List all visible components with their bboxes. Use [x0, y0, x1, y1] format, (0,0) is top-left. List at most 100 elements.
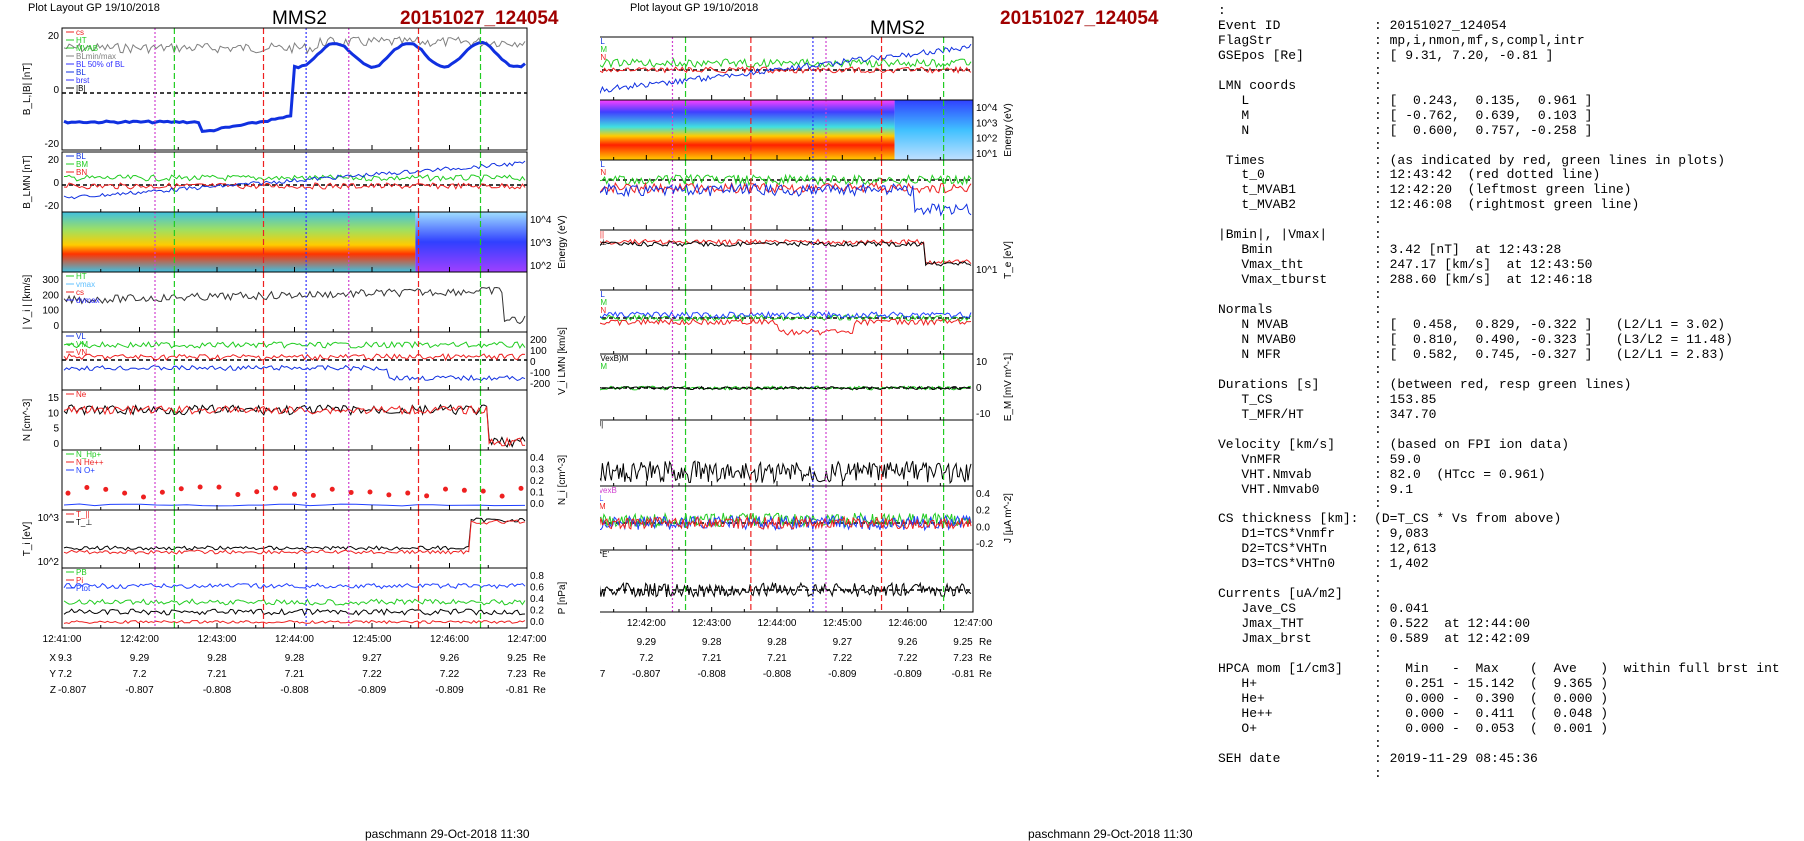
legend-entry: BM	[76, 160, 88, 169]
panel-M-8: 0.80.60.40.20.0-0.2-0.4J*E' [nW m^-3]J*E…	[600, 549, 974, 613]
legend-entry: HT	[76, 36, 87, 45]
series-line	[600, 43, 972, 95]
data-point	[367, 489, 373, 495]
panel-frame	[61, 567, 528, 629]
legend-entry: VM	[76, 340, 88, 349]
info-line: LMN coords :	[1218, 77, 1382, 93]
legend-entry: vmax	[76, 280, 95, 289]
coord-value: -0.807	[58, 685, 87, 696]
time-tick-label: 12:47:00	[508, 634, 547, 645]
y-tick-label: 200	[42, 290, 59, 301]
legend-entry: JL	[600, 494, 604, 503]
info-line: t_MVAB1 : 12:42:20 (leftmost green line)	[1218, 182, 1632, 198]
panel-M-4: 50-5-10-15E_LMN [mV m^-1]ELEMEN	[600, 289, 974, 355]
coord-value: 7.23	[507, 669, 527, 680]
series-line	[600, 515, 972, 530]
info-line: Event ID : 20151027_124054	[1218, 17, 1507, 33]
legend-entry: |J|	[600, 420, 603, 429]
y-tick-label: 0.4	[530, 453, 544, 464]
series-line	[600, 385, 972, 391]
info-line: CS thickness [km]: (D=T_CS * Vs from abo…	[1218, 511, 1562, 527]
info-line: :	[1218, 287, 1382, 303]
coord-value: -0.808	[763, 669, 792, 680]
info-line: D2=TCS*VHTn : 12,613	[1218, 541, 1437, 557]
coord-value: 9.28	[285, 653, 305, 664]
y-tick-label: 20	[48, 31, 60, 42]
series-line	[600, 173, 972, 187]
y-tick-label: 0	[53, 321, 59, 332]
info-line: :	[1218, 735, 1382, 751]
legend-entry: VN	[600, 168, 606, 177]
info-line: Jmax_THT : 0.522 at 12:44:00	[1218, 616, 1531, 632]
coord-unit: Re	[979, 637, 992, 648]
data-point	[273, 485, 279, 491]
series-line	[63, 340, 526, 349]
legend-entry: T_||	[76, 510, 90, 519]
info-line: Vmax_tht : 247.17 [km/s] at 12:43:50	[1218, 257, 1593, 273]
data-point	[197, 484, 203, 490]
series-line	[63, 40, 526, 134]
info-line: t_0 : 12:43:42 (red dotted line)	[1218, 167, 1601, 183]
panel-L-7: 10^3 10^2 T_i [eV] T_||T_⊥	[22, 509, 528, 569]
data-point	[461, 487, 467, 493]
legend-entry: BL	[76, 68, 86, 77]
series-line	[63, 286, 526, 325]
time-tick-label: 12:41:00	[43, 634, 82, 645]
coord-value: 9.26	[440, 653, 460, 664]
spectrogram-tail	[415, 212, 527, 272]
legend-entry: HT	[76, 272, 87, 281]
legend-entry: Pi	[76, 576, 83, 585]
series-line	[64, 174, 526, 183]
legend-entry: BL	[76, 152, 86, 161]
mid-event-id: 20151027_124054	[1000, 8, 1159, 29]
panel-M-7: 0.4 0.2 0.0 -0.2 J [μA m^-2] JvexBJLJM	[600, 485, 1014, 551]
info-line: GSEpos [Re] : [ 9.31, 7.20, -0.81 ]	[1218, 47, 1554, 63]
y-tick-label: 0.2	[530, 606, 544, 617]
y-axis-label: E_M [mV m^-1]	[1003, 352, 1014, 421]
info-line: N : [ 0.600, 0.757, -0.258 ]	[1218, 122, 1593, 138]
legend-entry: EN	[600, 306, 606, 315]
coord-value: -0.808	[203, 685, 232, 696]
legend-entry: Ptot	[76, 584, 91, 593]
panel-frame	[61, 449, 528, 511]
time-tick-label: 12:42:00	[627, 618, 666, 629]
y-axis-label: T_i [eV]	[22, 522, 33, 557]
coord-value: 7.21	[207, 669, 227, 680]
info-line: He++ : 0.000 - 0.411 ( 0.048 )	[1218, 705, 1609, 721]
info-line: t_MVAB2 : 12:46:08 (rightmost green line…	[1218, 197, 1640, 213]
coord-value: -0.809	[358, 685, 387, 696]
info-line: :	[1218, 765, 1382, 781]
info-line: VHT.Nmvab : 82.0 (HTcc = 0.961)	[1218, 466, 1546, 482]
time-tick-label: 12:41:00	[600, 618, 601, 629]
data-point	[518, 485, 524, 491]
y-tick-label: 0	[53, 85, 59, 96]
coord-value: -0.809	[828, 669, 857, 680]
mid-spacecraft-title: MMS2	[870, 18, 925, 39]
legend-entry: Ne	[76, 390, 87, 399]
series-line	[63, 404, 526, 447]
series-line	[63, 403, 526, 448]
panel-frame	[600, 289, 974, 355]
time-tick-label: 12:42:00	[120, 634, 159, 645]
coord-value: 7.2	[133, 669, 147, 680]
series-line	[600, 181, 972, 195]
panel-frame	[61, 151, 528, 213]
y-tick-label: -100	[530, 368, 550, 379]
coord-value: 9.27	[833, 637, 853, 648]
info-line: D3=TCS*VHTn0 : 1,402	[1218, 556, 1429, 572]
legend-entry: BLmin/max	[76, 52, 116, 61]
data-point	[329, 486, 335, 492]
y-tick-label: 15	[48, 393, 60, 404]
panel-frame	[61, 271, 528, 333]
y-tick-label: 0.3	[530, 465, 544, 476]
left-event-id: 20151027_124054	[400, 8, 559, 29]
coord-value: 7.2	[639, 653, 653, 664]
coord-value: 7.23	[953, 653, 973, 664]
panel-M-1: 10^4 10^3 10^2 10^1 Energy (eV)	[600, 99, 1014, 161]
y-axis-label: B_LMN [nT]	[22, 155, 33, 209]
y-tick-label: 0.0	[976, 522, 990, 533]
coord-value: 7.21	[702, 653, 722, 664]
info-line: T_CS : 153.85	[1218, 391, 1437, 407]
